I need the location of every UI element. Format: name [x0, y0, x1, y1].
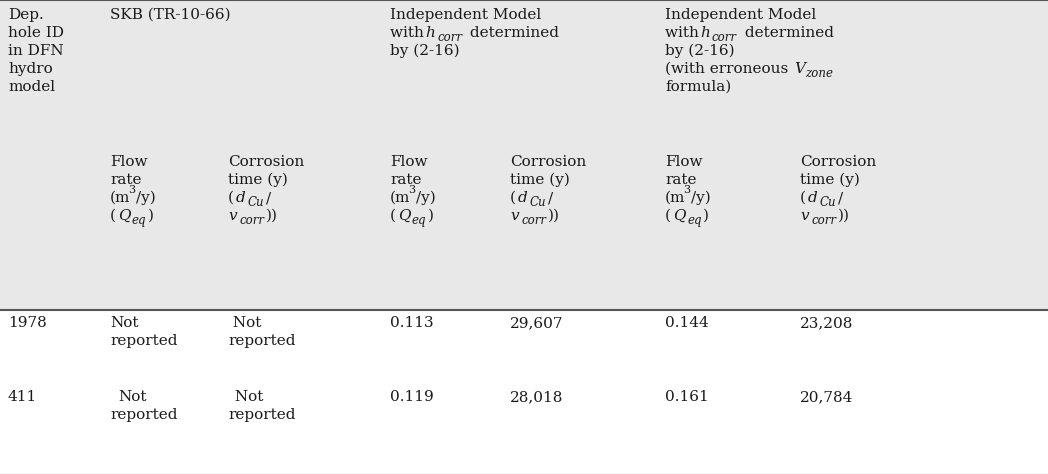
- Text: Corrosion: Corrosion: [510, 155, 586, 169]
- Text: 20,784: 20,784: [800, 390, 853, 404]
- Text: with: with: [390, 26, 429, 40]
- Text: in DFN: in DFN: [8, 44, 64, 58]
- Text: eq: eq: [132, 214, 147, 227]
- Text: eq: eq: [687, 214, 701, 227]
- Text: Independent Model: Independent Model: [390, 8, 541, 22]
- Text: v: v: [800, 209, 809, 223]
- Text: /y): /y): [416, 191, 436, 205]
- Text: time (y): time (y): [800, 173, 859, 187]
- Text: zone: zone: [805, 67, 833, 80]
- Text: Cu: Cu: [248, 196, 265, 209]
- Text: corr: corr: [239, 214, 264, 227]
- Text: /: /: [838, 191, 844, 205]
- Text: 0.113: 0.113: [390, 316, 434, 330]
- Text: 23,208: 23,208: [800, 316, 853, 330]
- Text: d: d: [808, 191, 817, 205]
- Text: /y): /y): [691, 191, 711, 205]
- Text: by (2-16): by (2-16): [665, 44, 735, 58]
- Text: Not: Not: [118, 390, 147, 404]
- Text: v: v: [228, 209, 237, 223]
- Text: (with erroneous: (with erroneous: [665, 62, 793, 76]
- Text: Cu: Cu: [820, 196, 836, 209]
- Text: reported: reported: [228, 408, 296, 422]
- Text: Independent Model: Independent Model: [665, 8, 816, 22]
- Text: reported: reported: [228, 334, 296, 348]
- Text: Corrosion: Corrosion: [800, 155, 876, 169]
- Text: Q: Q: [118, 209, 131, 223]
- Text: Not: Not: [230, 390, 263, 404]
- Text: determined: determined: [465, 26, 559, 40]
- Text: Not: Not: [110, 316, 138, 330]
- Text: rate: rate: [665, 173, 697, 187]
- Text: by (2-16): by (2-16): [390, 44, 460, 58]
- Text: )): )): [838, 209, 850, 223]
- Text: (: (: [110, 209, 116, 223]
- Text: )): )): [266, 209, 278, 223]
- Text: )): )): [548, 209, 560, 223]
- Text: V: V: [794, 62, 805, 76]
- Text: Flow: Flow: [390, 155, 428, 169]
- Text: 3: 3: [128, 185, 135, 195]
- Text: reported: reported: [110, 408, 177, 422]
- Text: /y): /y): [136, 191, 156, 205]
- Text: SKB (TR-10-66): SKB (TR-10-66): [110, 8, 231, 22]
- Text: (m: (m: [390, 191, 411, 205]
- Text: /: /: [548, 191, 553, 205]
- Text: Dep.: Dep.: [8, 8, 44, 22]
- Text: rate: rate: [110, 173, 141, 187]
- Text: time (y): time (y): [510, 173, 570, 187]
- Text: eq: eq: [412, 214, 427, 227]
- Text: Flow: Flow: [665, 155, 702, 169]
- Text: 1978: 1978: [8, 316, 47, 330]
- Text: rate: rate: [390, 173, 421, 187]
- Bar: [0, 0, 1048, 310]
- Text: 0.144: 0.144: [665, 316, 708, 330]
- Text: h: h: [425, 26, 435, 40]
- Text: 29,607: 29,607: [510, 316, 564, 330]
- Text: (m: (m: [665, 191, 685, 205]
- Text: (m: (m: [110, 191, 130, 205]
- Text: Q: Q: [398, 209, 411, 223]
- Text: (: (: [665, 209, 671, 223]
- Text: (: (: [510, 191, 516, 205]
- Text: (: (: [800, 191, 806, 205]
- Text: ): ): [703, 209, 709, 223]
- Text: hydro: hydro: [8, 62, 52, 76]
- Text: 411: 411: [8, 390, 38, 404]
- Text: ): ): [428, 209, 434, 223]
- Text: corr: corr: [712, 31, 737, 44]
- Text: determined: determined: [740, 26, 834, 40]
- Text: /: /: [266, 191, 271, 205]
- Text: 3: 3: [408, 185, 415, 195]
- Text: Not: Not: [228, 316, 261, 330]
- Text: corr: corr: [811, 214, 836, 227]
- Text: with: with: [665, 26, 704, 40]
- Text: Flow: Flow: [110, 155, 148, 169]
- Text: hole ID: hole ID: [8, 26, 64, 40]
- Text: 0.161: 0.161: [665, 390, 708, 404]
- Text: Cu: Cu: [530, 196, 547, 209]
- Text: d: d: [236, 191, 245, 205]
- Text: time (y): time (y): [228, 173, 288, 187]
- Text: 28,018: 28,018: [510, 390, 564, 404]
- Text: model: model: [8, 80, 56, 94]
- Text: reported: reported: [110, 334, 177, 348]
- Text: 0.119: 0.119: [390, 390, 434, 404]
- Text: (: (: [228, 191, 234, 205]
- Text: (: (: [390, 209, 396, 223]
- Text: corr: corr: [437, 31, 462, 44]
- Text: d: d: [518, 191, 528, 205]
- Text: ): ): [148, 209, 154, 223]
- Text: corr: corr: [521, 214, 546, 227]
- Bar: [0, 310, 1048, 474]
- Text: 3: 3: [683, 185, 691, 195]
- Text: Q: Q: [673, 209, 685, 223]
- Text: Corrosion: Corrosion: [228, 155, 304, 169]
- Text: h: h: [700, 26, 709, 40]
- Text: v: v: [510, 209, 519, 223]
- Text: formula): formula): [665, 80, 732, 94]
